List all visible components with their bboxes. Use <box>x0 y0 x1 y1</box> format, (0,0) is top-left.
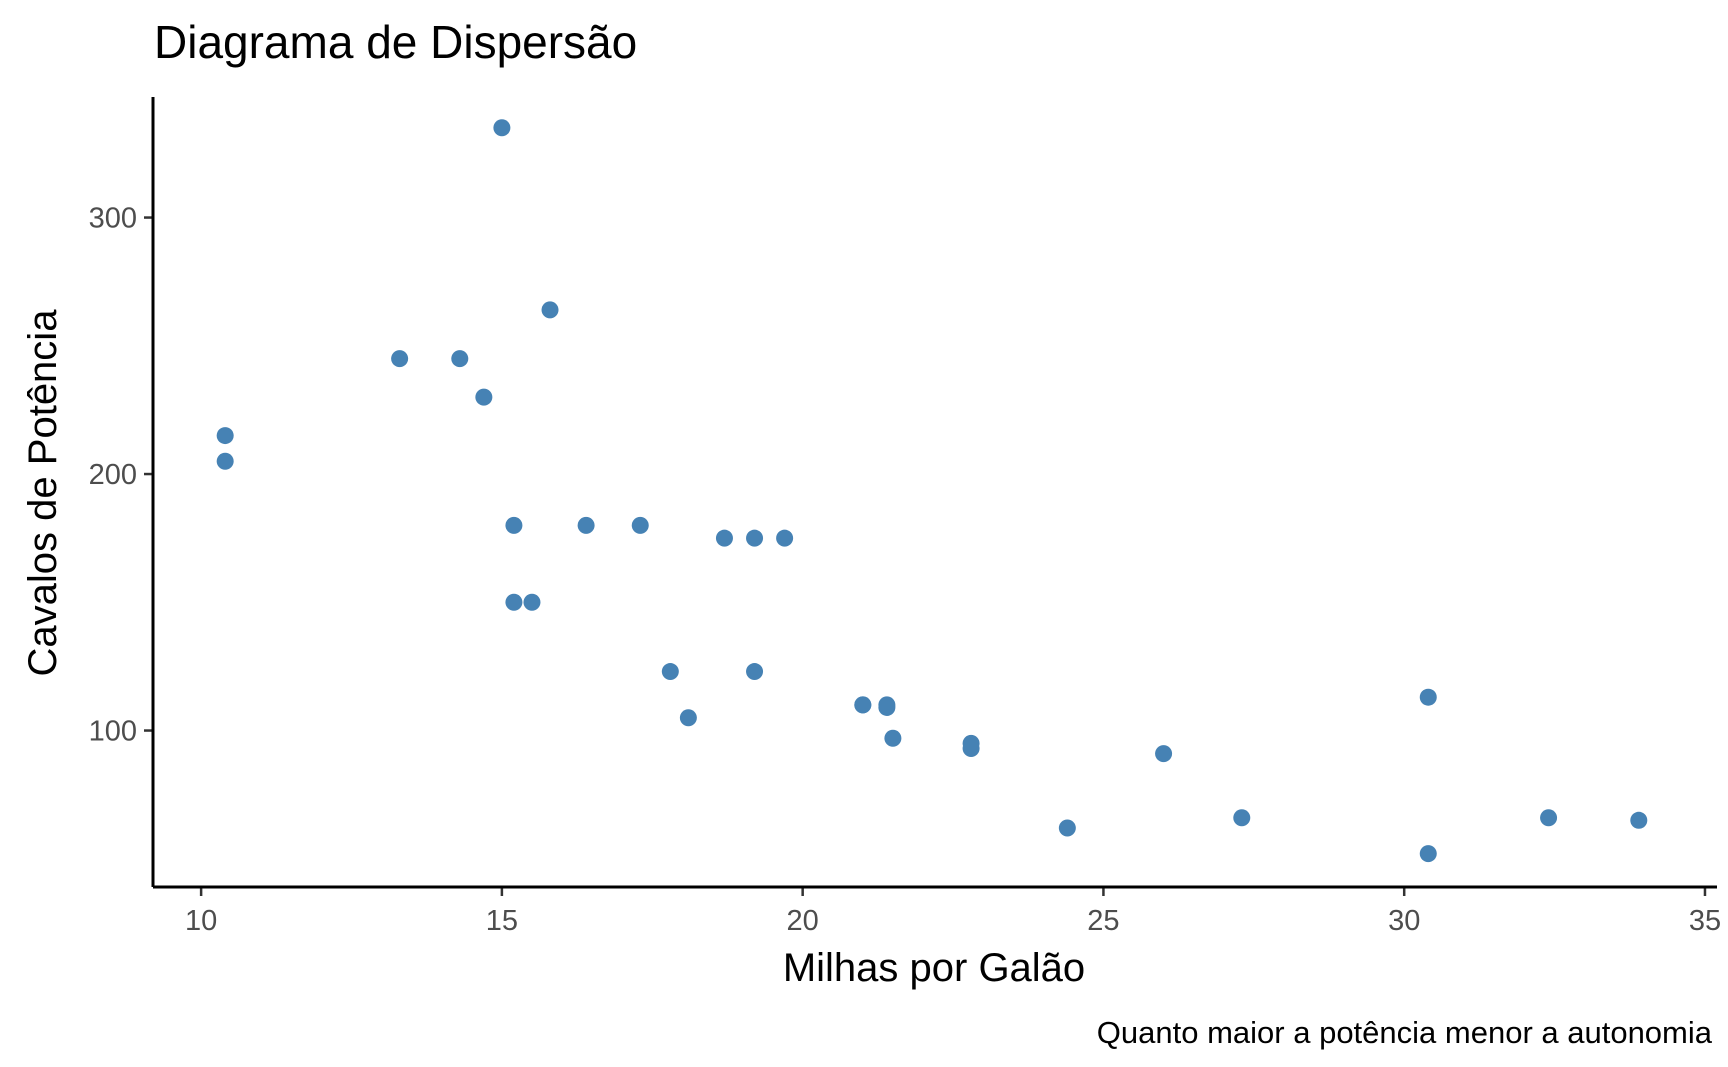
data-point-7 <box>451 350 469 368</box>
data-point-8 <box>1058 819 1076 837</box>
data-point-15 <box>216 452 234 470</box>
data-point-12 <box>577 516 595 534</box>
data-point-27 <box>1155 745 1173 763</box>
data-point-9 <box>962 734 980 752</box>
points-layer <box>216 119 1648 863</box>
data-point-24 <box>391 350 409 368</box>
x-axis-title: Milhas por Galão <box>783 946 1085 990</box>
data-point-5 <box>715 529 733 547</box>
data-point-25 <box>746 529 764 547</box>
data-point-2 <box>854 696 872 714</box>
data-point-13 <box>631 516 649 534</box>
y-axis-title: Cavalos de Potência <box>21 309 65 677</box>
data-point-31 <box>493 119 511 137</box>
data-point-18 <box>1540 809 1558 827</box>
chart-title: Diagrama de Dispersão <box>154 16 637 68</box>
x-tick-label-20: 20 <box>787 905 819 937</box>
y-tick-label-300: 300 <box>89 203 137 235</box>
data-point-17 <box>475 388 493 406</box>
data-point-6 <box>679 709 697 727</box>
data-point-14 <box>505 516 523 534</box>
data-point-32 <box>878 698 896 716</box>
x-tick-label-15: 15 <box>486 905 518 937</box>
ticks-layer: 10 15 20 25 30 35 100 200 300 <box>89 203 1721 937</box>
x-tick-label-10: 10 <box>185 905 217 937</box>
chart-caption: Quanto maior a potência menor a autonomi… <box>1097 1015 1713 1050</box>
x-tick-label-35: 35 <box>1689 905 1721 937</box>
data-point-26 <box>1233 809 1251 827</box>
data-point-10 <box>746 663 764 681</box>
x-tick-label-30: 30 <box>1388 905 1420 937</box>
data-point-21 <box>884 729 902 747</box>
y-tick-label-100: 100 <box>89 716 137 748</box>
data-point-28 <box>1419 688 1437 706</box>
data-point-23 <box>505 593 523 611</box>
data-point-29 <box>541 301 559 319</box>
y-tick-label-200: 200 <box>89 459 137 491</box>
data-point-19 <box>1419 845 1437 863</box>
x-tick-label-25: 25 <box>1087 905 1119 937</box>
data-point-16 <box>216 427 234 445</box>
data-point-22 <box>523 593 541 611</box>
data-point-20 <box>1630 811 1648 829</box>
data-point-11 <box>661 663 679 681</box>
data-point-30 <box>776 529 794 547</box>
